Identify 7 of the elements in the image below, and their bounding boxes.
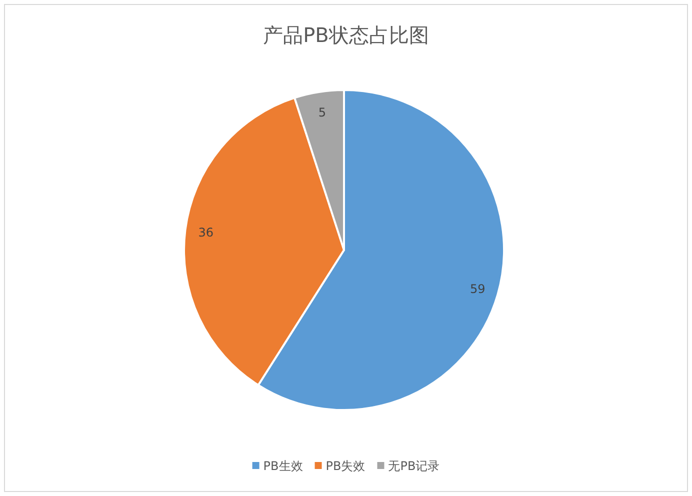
legend-label: PB生效 (263, 459, 303, 473)
chart-title: 产品PB状态占比图 (263, 23, 429, 47)
data-label: 59 (470, 282, 486, 296)
data-label: 36 (198, 226, 214, 240)
data-label: 5 (318, 106, 326, 120)
legend-label: PB失效 (326, 459, 366, 473)
legend-label: 无PB记录 (388, 459, 440, 473)
